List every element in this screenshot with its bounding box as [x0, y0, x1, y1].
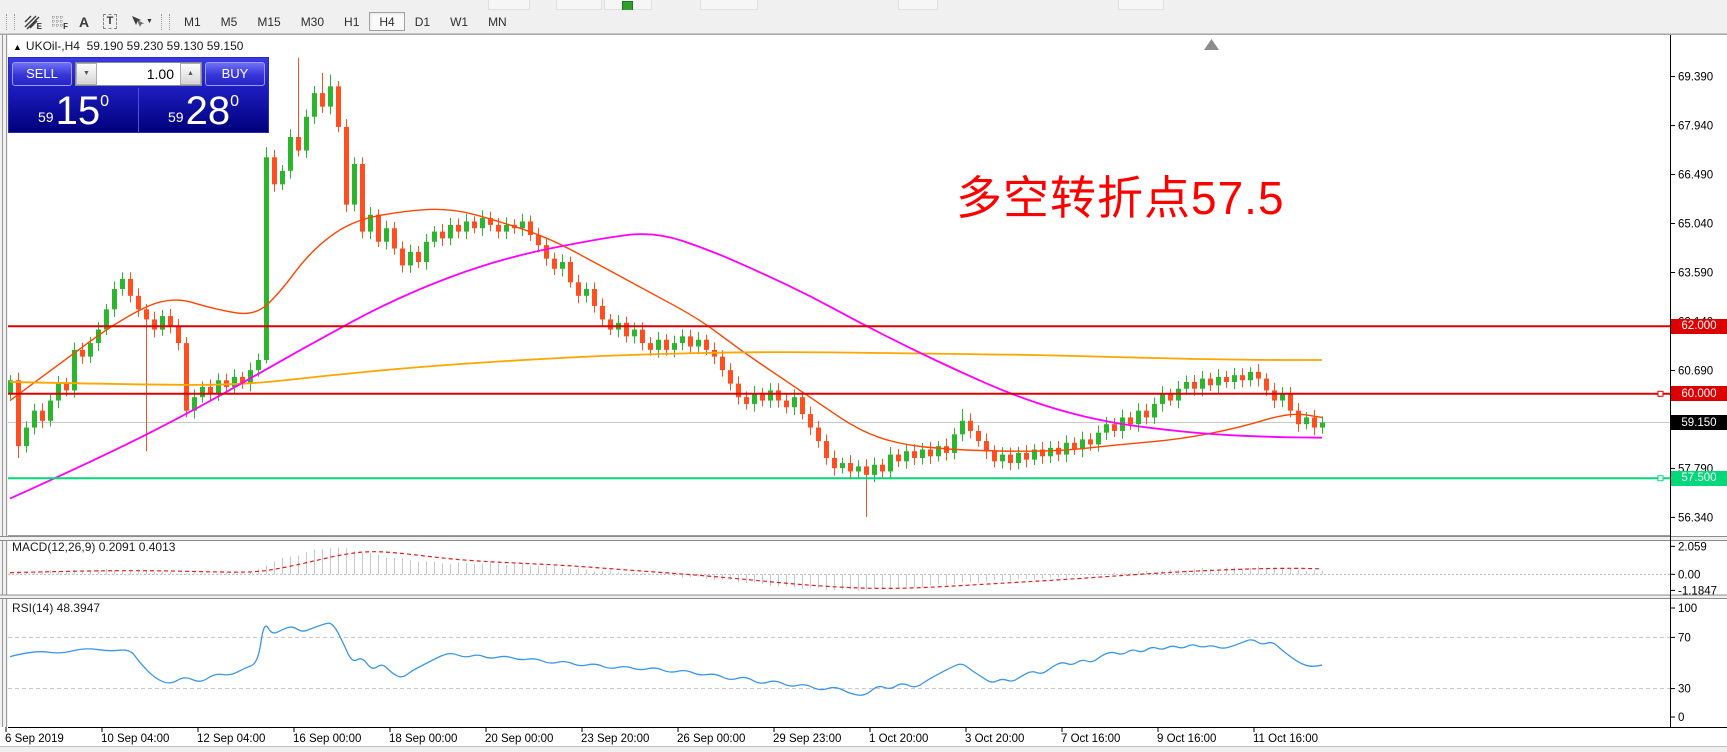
chart-title: ▲ UKOil-,H4 59.190 59.230 59.130 59.150: [13, 39, 243, 53]
toolbar-stub: [898, 0, 938, 10]
tab-timeframe-h1[interactable]: H1: [334, 12, 369, 31]
svg-text:16 Sep 00:00: 16 Sep 00:00: [293, 733, 361, 745]
timeframe-group: M1 M5 M15 M30 H1 H4 D1 W1 MN: [174, 10, 517, 34]
moving-average-fast[interactable]: [9, 208, 1323, 452]
text-label-icon: A: [78, 13, 90, 30]
moving-average-magenta[interactable]: [9, 233, 1323, 500]
text-label-button[interactable]: A: [71, 11, 97, 32]
tab-timeframe-m1[interactable]: M1: [174, 12, 211, 31]
toolbar-stub: [700, 0, 758, 10]
chart-shift-marker-icon[interactable]: [1204, 39, 1219, 50]
svg-text:20 Sep 00:00: 20 Sep 00:00: [485, 733, 553, 745]
text-box-button[interactable]: T: [97, 11, 123, 32]
svg-text:3 Oct 20:00: 3 Oct 20:00: [965, 733, 1024, 745]
svg-text:66.490: 66.490: [1678, 170, 1713, 182]
toolbar-stub: [488, 0, 530, 10]
volume-increase-button[interactable]: ▲: [180, 62, 201, 85]
macd-indicator-label: MACD(12,26,9) 0.2091 0.4013: [12, 540, 176, 554]
sell-button[interactable]: SELL: [12, 61, 72, 86]
chart-backgrounds: [0, 34, 1727, 752]
sell-price-prefix: 59: [38, 109, 54, 125]
chart-text-annotation[interactable]: 多空转折点57.5: [956, 172, 1285, 224]
charts-toolbar: E F A T ▼ M1 M5 M15 M30 H1 H4 D1 W1 MN: [0, 10, 1727, 34]
moving-average-gold[interactable]: [9, 351, 1322, 386]
volume-input[interactable]: 1.00: [146, 65, 174, 82]
grid-icon: [52, 15, 64, 27]
svg-text:2.059: 2.059: [1678, 541, 1707, 553]
svg-text:67.940: 67.940: [1678, 121, 1713, 133]
svg-text:12 Sep 04:00: 12 Sep 04:00: [197, 733, 265, 745]
buy-price-big: 28: [185, 89, 231, 134]
collapse-data-icon[interactable]: ▲: [13, 42, 22, 52]
volume-spinner: ▼ 1.00 ▲: [75, 61, 202, 86]
time-axis[interactable]: 6 Sep 2019 10 Sep 04:00 12 Sep 04:00 16 Sep…: [5, 727, 1318, 745]
sell-price-big: 15: [55, 89, 101, 134]
line-studies-icon: [24, 15, 40, 29]
svg-text:0: 0: [1678, 712, 1684, 724]
svg-text:18 Sep 00:00: 18 Sep 00:00: [389, 733, 457, 745]
svg-text:1 Oct 20:00: 1 Oct 20:00: [869, 733, 928, 745]
toolbar-grip[interactable]: [161, 13, 170, 30]
tab-timeframe-m5[interactable]: M5: [211, 12, 248, 31]
sell-price-sup: 0: [100, 93, 109, 110]
svg-text:9 Oct 16:00: 9 Oct 16:00: [1157, 733, 1216, 745]
rsi-indicator-label: RSI(14) 48.3947: [12, 601, 101, 615]
tab-timeframe-m30[interactable]: M30: [291, 12, 334, 31]
chevron-down-icon[interactable]: ▼: [146, 18, 153, 25]
svg-text:100: 100: [1678, 603, 1697, 615]
toolbar-stub: [1118, 0, 1164, 10]
tab-timeframe-h4[interactable]: H4: [369, 12, 405, 31]
buy-price-display[interactable]: 59 28 0: [138, 88, 268, 132]
buy-price-prefix: 59: [168, 109, 184, 125]
tab-timeframe-m15[interactable]: M15: [247, 12, 290, 31]
text-box-icon: T: [102, 14, 118, 29]
buy-price-sup: 0: [230, 93, 239, 110]
svg-text:26 Sep 00:00: 26 Sep 00:00: [677, 733, 745, 745]
sell-price-display[interactable]: 59 15 0: [9, 88, 138, 132]
chart-ohlc-values: 59.190 59.230 59.130 59.150: [86, 39, 244, 53]
volume-decrease-button[interactable]: ▼: [76, 62, 97, 85]
grid-button[interactable]: F: [45, 11, 71, 32]
grid-sub-label: F: [63, 22, 68, 31]
svg-text:56.340: 56.340: [1678, 512, 1713, 524]
tab-timeframe-w1[interactable]: W1: [440, 12, 478, 31]
tab-timeframe-d1[interactable]: D1: [405, 12, 440, 31]
svg-text:60.690: 60.690: [1678, 365, 1713, 377]
macd-panel[interactable]: [8, 547, 1670, 591]
arrow-objects-icon: [132, 15, 145, 27]
toolbar-grip[interactable]: [6, 13, 15, 30]
svg-text:0.00: 0.00: [1678, 569, 1700, 581]
svg-text:23 Sep 20:00: 23 Sep 20:00: [581, 733, 649, 745]
hline-price-tag-62: 62.000: [1671, 318, 1727, 334]
hline-price-tag-60: 60.000: [1671, 386, 1727, 402]
horizontal-lines[interactable]: [8, 325, 1670, 482]
svg-text:63.590: 63.590: [1678, 268, 1713, 280]
svg-text:30: 30: [1678, 684, 1691, 696]
svg-text:65.040: 65.040: [1678, 219, 1713, 231]
chart-symbol-label: UKOil-,H4: [25, 39, 80, 53]
toolbar-stub: [556, 0, 602, 10]
tab-timeframe-mn[interactable]: MN: [478, 12, 517, 31]
svg-text:70: 70: [1678, 632, 1691, 644]
one-click-trading-panel: SELL ▼ 1.00 ▲ BUY 59 15 0 59 28 0: [8, 57, 269, 133]
hline-price-tag-575: 57.500: [1671, 470, 1727, 486]
arrow-objects-button[interactable]: ▼: [123, 11, 159, 32]
svg-text:6 Sep 2019: 6 Sep 2019: [5, 733, 64, 745]
svg-text:-1.1847: -1.1847: [1678, 585, 1717, 597]
rsi-panel[interactable]: [8, 622, 1670, 696]
svg-text:69.390: 69.390: [1678, 72, 1713, 84]
buy-button[interactable]: BUY: [205, 61, 265, 86]
line-studies-sub-label: E: [36, 22, 42, 31]
svg-text:29 Sep 23:00: 29 Sep 23:00: [773, 733, 841, 745]
current-price-tag: 59.150: [1671, 415, 1727, 430]
svg-text:11 Oct 16:00: 11 Oct 16:00: [1253, 733, 1318, 745]
line-studies-button[interactable]: E: [19, 11, 45, 32]
svg-text:7 Oct 16:00: 7 Oct 16:00: [1061, 733, 1120, 745]
svg-text:10 Sep 04:00: 10 Sep 04:00: [101, 733, 169, 745]
